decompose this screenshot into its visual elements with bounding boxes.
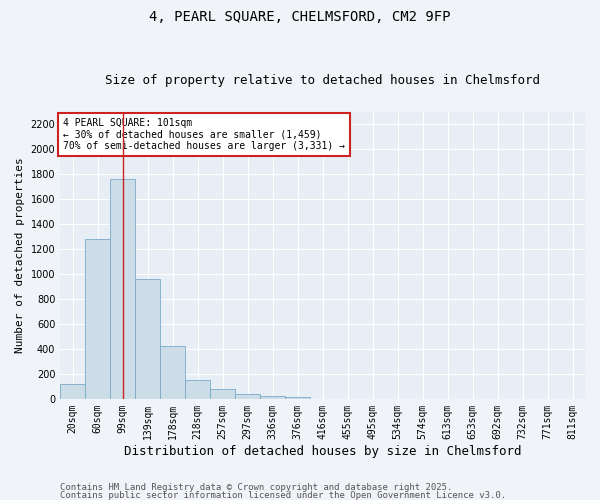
Bar (160, 346, 185, 399)
Bar (110, 179, 135, 399)
Text: 4, PEARL SQUARE, CHELMSFORD, CM2 9FP: 4, PEARL SQUARE, CHELMSFORD, CM2 9FP (149, 10, 451, 24)
Bar (85, 239, 110, 399)
Bar (135, 279, 160, 399)
Bar (60, 384, 85, 399)
Bar (285, 397, 310, 399)
Text: Contains HM Land Registry data © Crown copyright and database right 2025.: Contains HM Land Registry data © Crown c… (60, 484, 452, 492)
Bar (260, 396, 285, 399)
Text: 4 PEARL SQUARE: 101sqm
← 30% of detached houses are smaller (1,459)
70% of semi-: 4 PEARL SQUARE: 101sqm ← 30% of detached… (63, 118, 345, 150)
X-axis label: Distribution of detached houses by size in Chelmsford: Distribution of detached houses by size … (124, 444, 521, 458)
Bar (210, 389, 235, 399)
Text: Contains public sector information licensed under the Open Government Licence v3: Contains public sector information licen… (60, 491, 506, 500)
Bar (235, 394, 260, 399)
Bar (185, 380, 210, 399)
Y-axis label: Number of detached properties: Number of detached properties (15, 158, 25, 353)
Title: Size of property relative to detached houses in Chelmsford: Size of property relative to detached ho… (105, 74, 540, 87)
